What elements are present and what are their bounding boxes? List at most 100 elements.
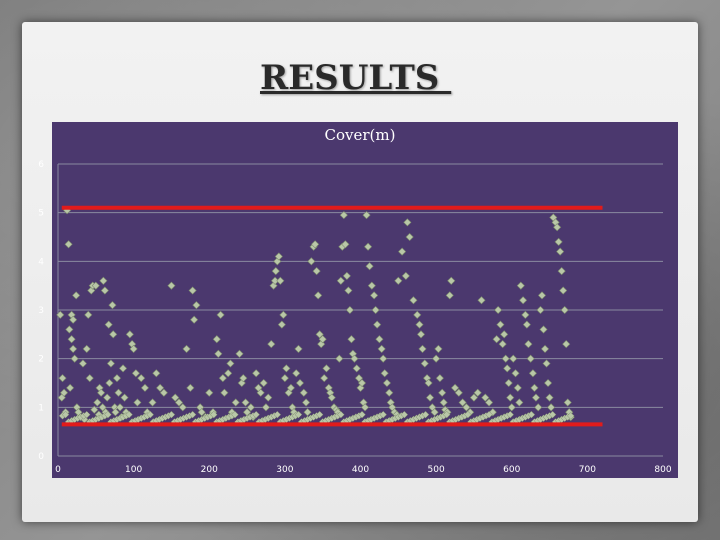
data-point (112, 374, 122, 383)
data-point (509, 354, 518, 363)
data-point (307, 257, 316, 266)
data-point (434, 344, 443, 353)
data-point (477, 296, 486, 305)
data-point (271, 267, 280, 276)
data-point (239, 374, 248, 383)
x-tick-label: 700 (579, 465, 596, 475)
data-point (506, 393, 515, 402)
data-point (519, 296, 528, 305)
data-point (485, 410, 493, 419)
data-point (264, 393, 273, 402)
data-point (148, 398, 157, 407)
data-point (557, 267, 566, 276)
data-point (174, 398, 184, 407)
data-point (494, 305, 503, 315)
data-point (282, 364, 291, 373)
data-point (521, 310, 530, 319)
data-point (544, 378, 553, 388)
data-point (469, 393, 478, 402)
data-point (320, 374, 329, 383)
data-point (273, 410, 282, 419)
x-tick-label: 500 (428, 465, 445, 475)
data-point (361, 403, 370, 412)
data-point (105, 378, 114, 388)
data-point (224, 369, 233, 378)
data-point (100, 286, 109, 295)
data-point (327, 393, 336, 402)
y-tick-label: 0 (38, 452, 44, 462)
x-tick-label: 0 (55, 465, 61, 475)
data-point (226, 359, 235, 368)
data-point (214, 349, 223, 358)
y-tick-label: 5 (38, 209, 44, 219)
data-point (345, 305, 354, 315)
data-point (370, 291, 379, 300)
data-point (554, 237, 563, 246)
data-point (501, 354, 510, 363)
data-point (146, 410, 155, 419)
data-point (364, 242, 373, 251)
data-point (241, 398, 250, 407)
data-point (401, 271, 410, 280)
data-point (347, 335, 356, 344)
data-point (354, 374, 364, 383)
data-point (545, 393, 554, 402)
data-point (82, 410, 91, 419)
data-point (261, 403, 270, 412)
data-point (442, 410, 451, 419)
data-point (171, 393, 180, 402)
data-point (405, 232, 414, 242)
data-point (192, 301, 201, 310)
data-point (400, 410, 409, 419)
data-point (85, 374, 94, 383)
data-point (294, 410, 303, 419)
data-point (303, 408, 312, 417)
data-point (109, 330, 118, 339)
data-point (524, 340, 533, 349)
data-point (72, 291, 81, 300)
data-point (481, 393, 490, 402)
data-point (562, 340, 571, 349)
data-point (246, 403, 255, 412)
data-point (311, 240, 320, 249)
data-point (276, 276, 285, 285)
data-point (70, 354, 79, 363)
data-point (530, 383, 539, 392)
data-point (379, 410, 387, 419)
data-point (274, 252, 283, 261)
data-point (312, 267, 321, 276)
data-point (398, 247, 407, 256)
data-point (357, 378, 367, 388)
y-tick-label: 4 (38, 257, 44, 267)
data-point (522, 320, 531, 329)
data-point (451, 383, 460, 392)
data-point (496, 320, 505, 329)
data-point (337, 410, 345, 419)
data-point (205, 388, 214, 397)
data-point (280, 374, 289, 383)
data-point (66, 383, 75, 392)
data-point (104, 320, 113, 329)
data-point (447, 276, 456, 285)
data-point (409, 296, 418, 305)
data-point (167, 281, 176, 290)
data-point (531, 393, 540, 402)
data-point (413, 310, 422, 319)
data-point (133, 398, 142, 407)
data-point (56, 310, 65, 319)
data-point (82, 344, 91, 353)
data-point (362, 211, 371, 220)
data-point (336, 276, 345, 285)
data-point (216, 310, 225, 319)
data-point (188, 410, 197, 419)
data-point (492, 335, 501, 344)
data-point (235, 349, 244, 358)
data-point (339, 211, 348, 220)
data-point (279, 310, 288, 319)
data-point (259, 378, 268, 388)
data-point (125, 330, 134, 339)
data-point (548, 410, 557, 419)
data-point (65, 325, 74, 334)
data-point (352, 364, 361, 373)
